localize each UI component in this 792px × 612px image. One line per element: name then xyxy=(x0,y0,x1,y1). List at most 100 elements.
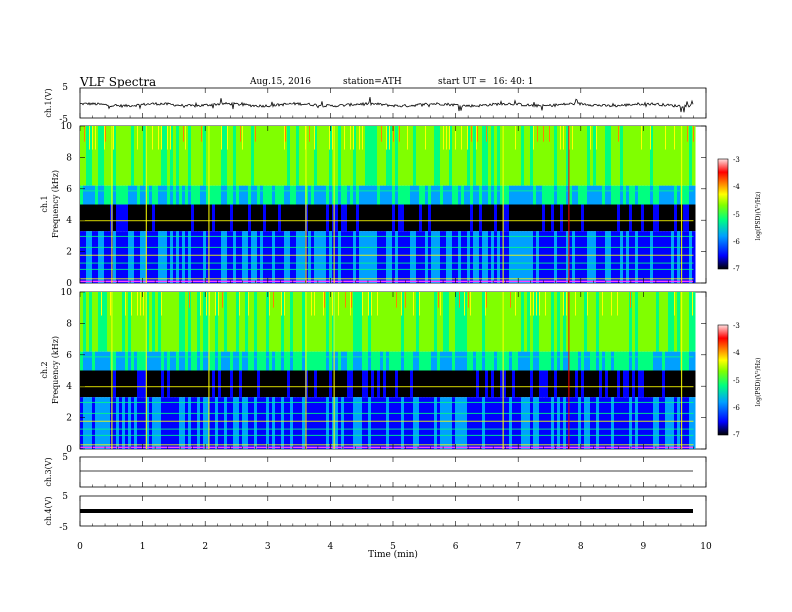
spectrogram-cell xyxy=(662,370,666,398)
spectrogram-cell xyxy=(659,397,663,449)
spectrogram-cell xyxy=(437,292,441,352)
spectrogram-cell xyxy=(617,397,621,449)
spectrogram-cell xyxy=(197,204,201,232)
spectrogram-cell xyxy=(278,231,282,283)
spectrogram-cell xyxy=(92,370,96,398)
spectrogram-cell xyxy=(638,292,642,352)
spectrogram-cell xyxy=(350,292,351,316)
spectrogram-cell xyxy=(167,292,171,352)
spectrogram-cell xyxy=(452,292,456,352)
spectrogram-cell xyxy=(329,397,333,449)
spectrogram-cell xyxy=(170,204,174,232)
spectrogram-cell xyxy=(569,231,573,283)
spectrogram-cell xyxy=(479,292,483,352)
spectrogram-cell xyxy=(194,351,198,371)
spectrogram-cell xyxy=(222,292,223,308)
spectrogram-cell xyxy=(566,292,570,352)
spectrogram-cell xyxy=(290,231,294,283)
spectrogram-cell xyxy=(653,185,657,205)
spectrogram-cell xyxy=(305,397,309,449)
spectrogram-cell xyxy=(551,204,555,232)
spectrogram-cell xyxy=(524,397,528,449)
spectrogram-cell xyxy=(185,231,189,283)
spectrogram-cell xyxy=(599,351,603,371)
spectrogram-cell xyxy=(581,126,585,186)
spectrogram-cell xyxy=(563,351,567,371)
spectrogram-cell xyxy=(572,292,576,352)
spectrogram-cell xyxy=(674,370,678,398)
spectrogram-cell xyxy=(395,370,399,398)
spectrogram-cell xyxy=(614,204,618,232)
spectrogram-cell xyxy=(119,292,123,352)
spectrogram-cell xyxy=(140,292,141,316)
spectrogram-cell xyxy=(536,351,540,371)
spectrogram-cell xyxy=(575,292,579,352)
spectrogram-cell xyxy=(131,370,135,398)
spectrogram-cell xyxy=(140,231,144,283)
spectrogram-cell xyxy=(173,204,177,232)
spectrogram-cell xyxy=(479,185,483,205)
spectrogram-cell xyxy=(275,231,279,283)
spectrogram-cell xyxy=(416,126,420,186)
spectrogram-cell xyxy=(146,292,150,352)
spectrogram-cell xyxy=(98,231,102,283)
spectrogram-cell xyxy=(677,351,681,371)
spectrogram-cell xyxy=(674,185,678,205)
spectrogram-cell xyxy=(185,204,189,232)
spectrogram-cell xyxy=(200,370,204,398)
spectrogram-cell xyxy=(338,397,342,449)
spectrogram-cell xyxy=(125,370,129,398)
spectrogram-cell xyxy=(158,204,162,232)
spectrogram-cell xyxy=(584,204,588,232)
spectrogram-cell xyxy=(242,126,246,186)
spectrogram-cell xyxy=(665,126,666,150)
spectrogram-cell xyxy=(125,397,129,449)
spectrogram-cell xyxy=(623,126,627,186)
spectrogram-cell xyxy=(248,292,252,352)
spectrogram-cell xyxy=(497,185,501,205)
spectrogram-cell xyxy=(602,370,606,398)
spectrogram-cell xyxy=(365,397,369,449)
spectrogram-cell xyxy=(662,292,666,352)
spectrogram-cell xyxy=(665,204,669,232)
spectrogram-cell xyxy=(524,126,528,186)
ch1-waveform-panel: 5 -5 ch.1(V) xyxy=(44,83,707,125)
spectrogram-cell xyxy=(590,370,594,398)
spectrogram-cell xyxy=(662,126,666,186)
spectrogram-cell xyxy=(368,126,372,186)
spectrogram-cell xyxy=(368,370,372,398)
spectrogram-cell xyxy=(149,370,153,398)
spectrogram-cell xyxy=(101,292,102,316)
spectrogram-cell xyxy=(521,185,525,205)
spectrogram-cell xyxy=(668,351,672,371)
spectrogram-cell xyxy=(80,246,694,248)
spectrogram-cell xyxy=(80,370,84,398)
spectrogram-cell xyxy=(242,370,246,398)
spectrogram-cell xyxy=(446,292,450,352)
spectrogram-cell xyxy=(674,351,678,371)
y-tick-label: 6 xyxy=(66,185,72,195)
spectrogram-cell xyxy=(368,231,372,283)
spectrogram-cell xyxy=(398,231,402,283)
spectrogram-cell xyxy=(323,231,327,283)
spectrogram-cell xyxy=(254,351,258,371)
spectrogram-cell xyxy=(575,370,579,398)
spectrogram-cell xyxy=(617,204,621,232)
spectrogram-cell xyxy=(641,231,645,283)
spectrogram-cell xyxy=(539,292,543,352)
spectrogram-cell xyxy=(395,351,399,371)
spectrogram-cell xyxy=(299,397,303,449)
spectrogram-cell xyxy=(161,292,162,316)
spectrogram-cell xyxy=(269,185,273,205)
spectrogram-cell xyxy=(473,351,477,371)
spectrogram-cell xyxy=(404,204,408,232)
spectrogram-cell xyxy=(380,351,384,371)
spectrogram-cell xyxy=(509,231,513,283)
spectrogram-cell xyxy=(92,185,96,205)
spectrogram-cell xyxy=(176,204,180,232)
spectrogram-cell xyxy=(362,204,366,232)
spectrogram-cell xyxy=(333,292,335,449)
spectrogram-cell xyxy=(191,397,195,449)
ch1-channel-label: ch.1 xyxy=(40,195,49,212)
spectrogram-cell xyxy=(317,370,321,398)
